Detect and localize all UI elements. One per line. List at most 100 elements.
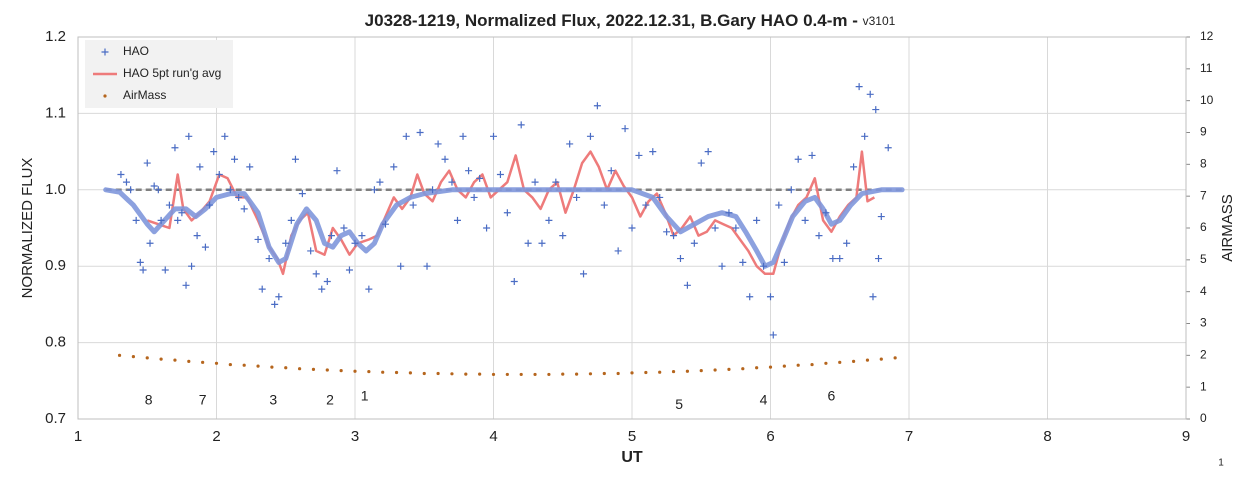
flux-point [559,232,567,240]
flux-point [503,209,511,217]
x-tick-label: 3 [351,428,359,445]
flux-point [307,247,315,255]
airmass-point [838,360,842,364]
airmass-point [768,365,773,369]
flux-point [287,216,295,224]
y2-tick-label: 10 [1200,93,1214,107]
flux-point [718,262,726,270]
x-tick-label: 6 [766,428,774,445]
y2-tick-label: 1 [1200,379,1207,393]
flux-point [642,201,650,209]
flux-point [358,232,366,240]
flux-point [855,83,863,91]
airmass-point [311,367,316,371]
flux-point [122,178,130,186]
flux-point [390,163,398,171]
flux-point [690,239,698,247]
flux-point [165,201,173,209]
airmass-point [865,358,870,362]
flux-point [291,155,299,163]
y-tick-label: 1.0 [45,181,66,198]
flux-point [711,224,719,232]
airmass-point [810,362,814,367]
y2-tick-label: 0 [1200,411,1207,425]
flux-point [780,258,788,266]
version: v3101 [863,14,896,28]
airmass-point [575,372,579,376]
annotation: 7 [199,391,207,407]
flux-point [370,186,378,194]
flux-point [545,216,553,224]
y-tick-label: 0.9 [45,257,66,274]
flux-point [154,186,162,194]
flux-point [275,293,283,301]
airmass-point [145,356,149,360]
annotation: 3 [269,391,277,407]
flux-point [459,132,467,140]
flux-point [775,201,783,209]
flux-point [739,258,747,266]
airmass-point [616,371,620,376]
y2-tick-label: 9 [1200,125,1207,139]
flux-point [132,216,140,224]
y-tick-label: 0.7 [45,410,66,427]
flux-point [483,224,491,232]
flux-point [127,186,135,194]
flux-point [621,125,629,133]
airmass-point [505,372,509,377]
x-tick-label: 2 [212,428,220,445]
flux-point [683,281,691,289]
flux-point [635,151,643,159]
flux-point [333,167,341,175]
flux-point [139,266,147,274]
airmass-point [228,362,232,367]
legend-label: AirMass [123,88,166,102]
airmass-point [630,371,634,375]
flux-point [429,186,437,194]
y2-tick-label: 4 [1200,284,1207,298]
flux-point [161,266,169,274]
flux-point [171,144,179,152]
flux-point [746,293,754,301]
flux-point [769,331,777,339]
flux-point [815,232,823,240]
flux-point [787,186,795,194]
flux-point [434,140,442,148]
flux-point [552,178,560,186]
legend-marker [103,94,107,98]
flux-point [185,132,193,140]
flux-point [246,163,254,171]
flux-point [872,106,880,114]
flux-point [884,144,892,152]
y-tick-label: 0.8 [45,334,66,351]
annotation: 4 [760,391,768,407]
airmass-point [325,368,329,372]
airmass-point [852,359,856,363]
airmass-point [353,369,357,373]
flux-point [318,285,326,293]
flux-point [697,159,705,167]
flux-point [226,186,234,194]
airmass-point [159,357,163,361]
airmass-point [755,366,759,370]
airmass-point [436,371,440,376]
flux-point [196,163,204,171]
flux-point [345,266,353,274]
flux-point [524,239,532,247]
airmass-point [699,369,703,373]
flux-point [670,232,678,240]
airmass-point [644,370,648,375]
flux-point [312,270,320,278]
flux-point [423,262,431,270]
flux-point [704,148,712,156]
airmass-point [893,356,897,360]
airmass-point [339,369,343,373]
airmass-point [284,366,288,370]
flux-point [875,255,883,263]
airmass-point [879,357,883,361]
flux-point [465,167,473,175]
x-tick-label: 1 [74,428,82,445]
flux-point [397,262,405,270]
airmass-point [422,371,426,376]
